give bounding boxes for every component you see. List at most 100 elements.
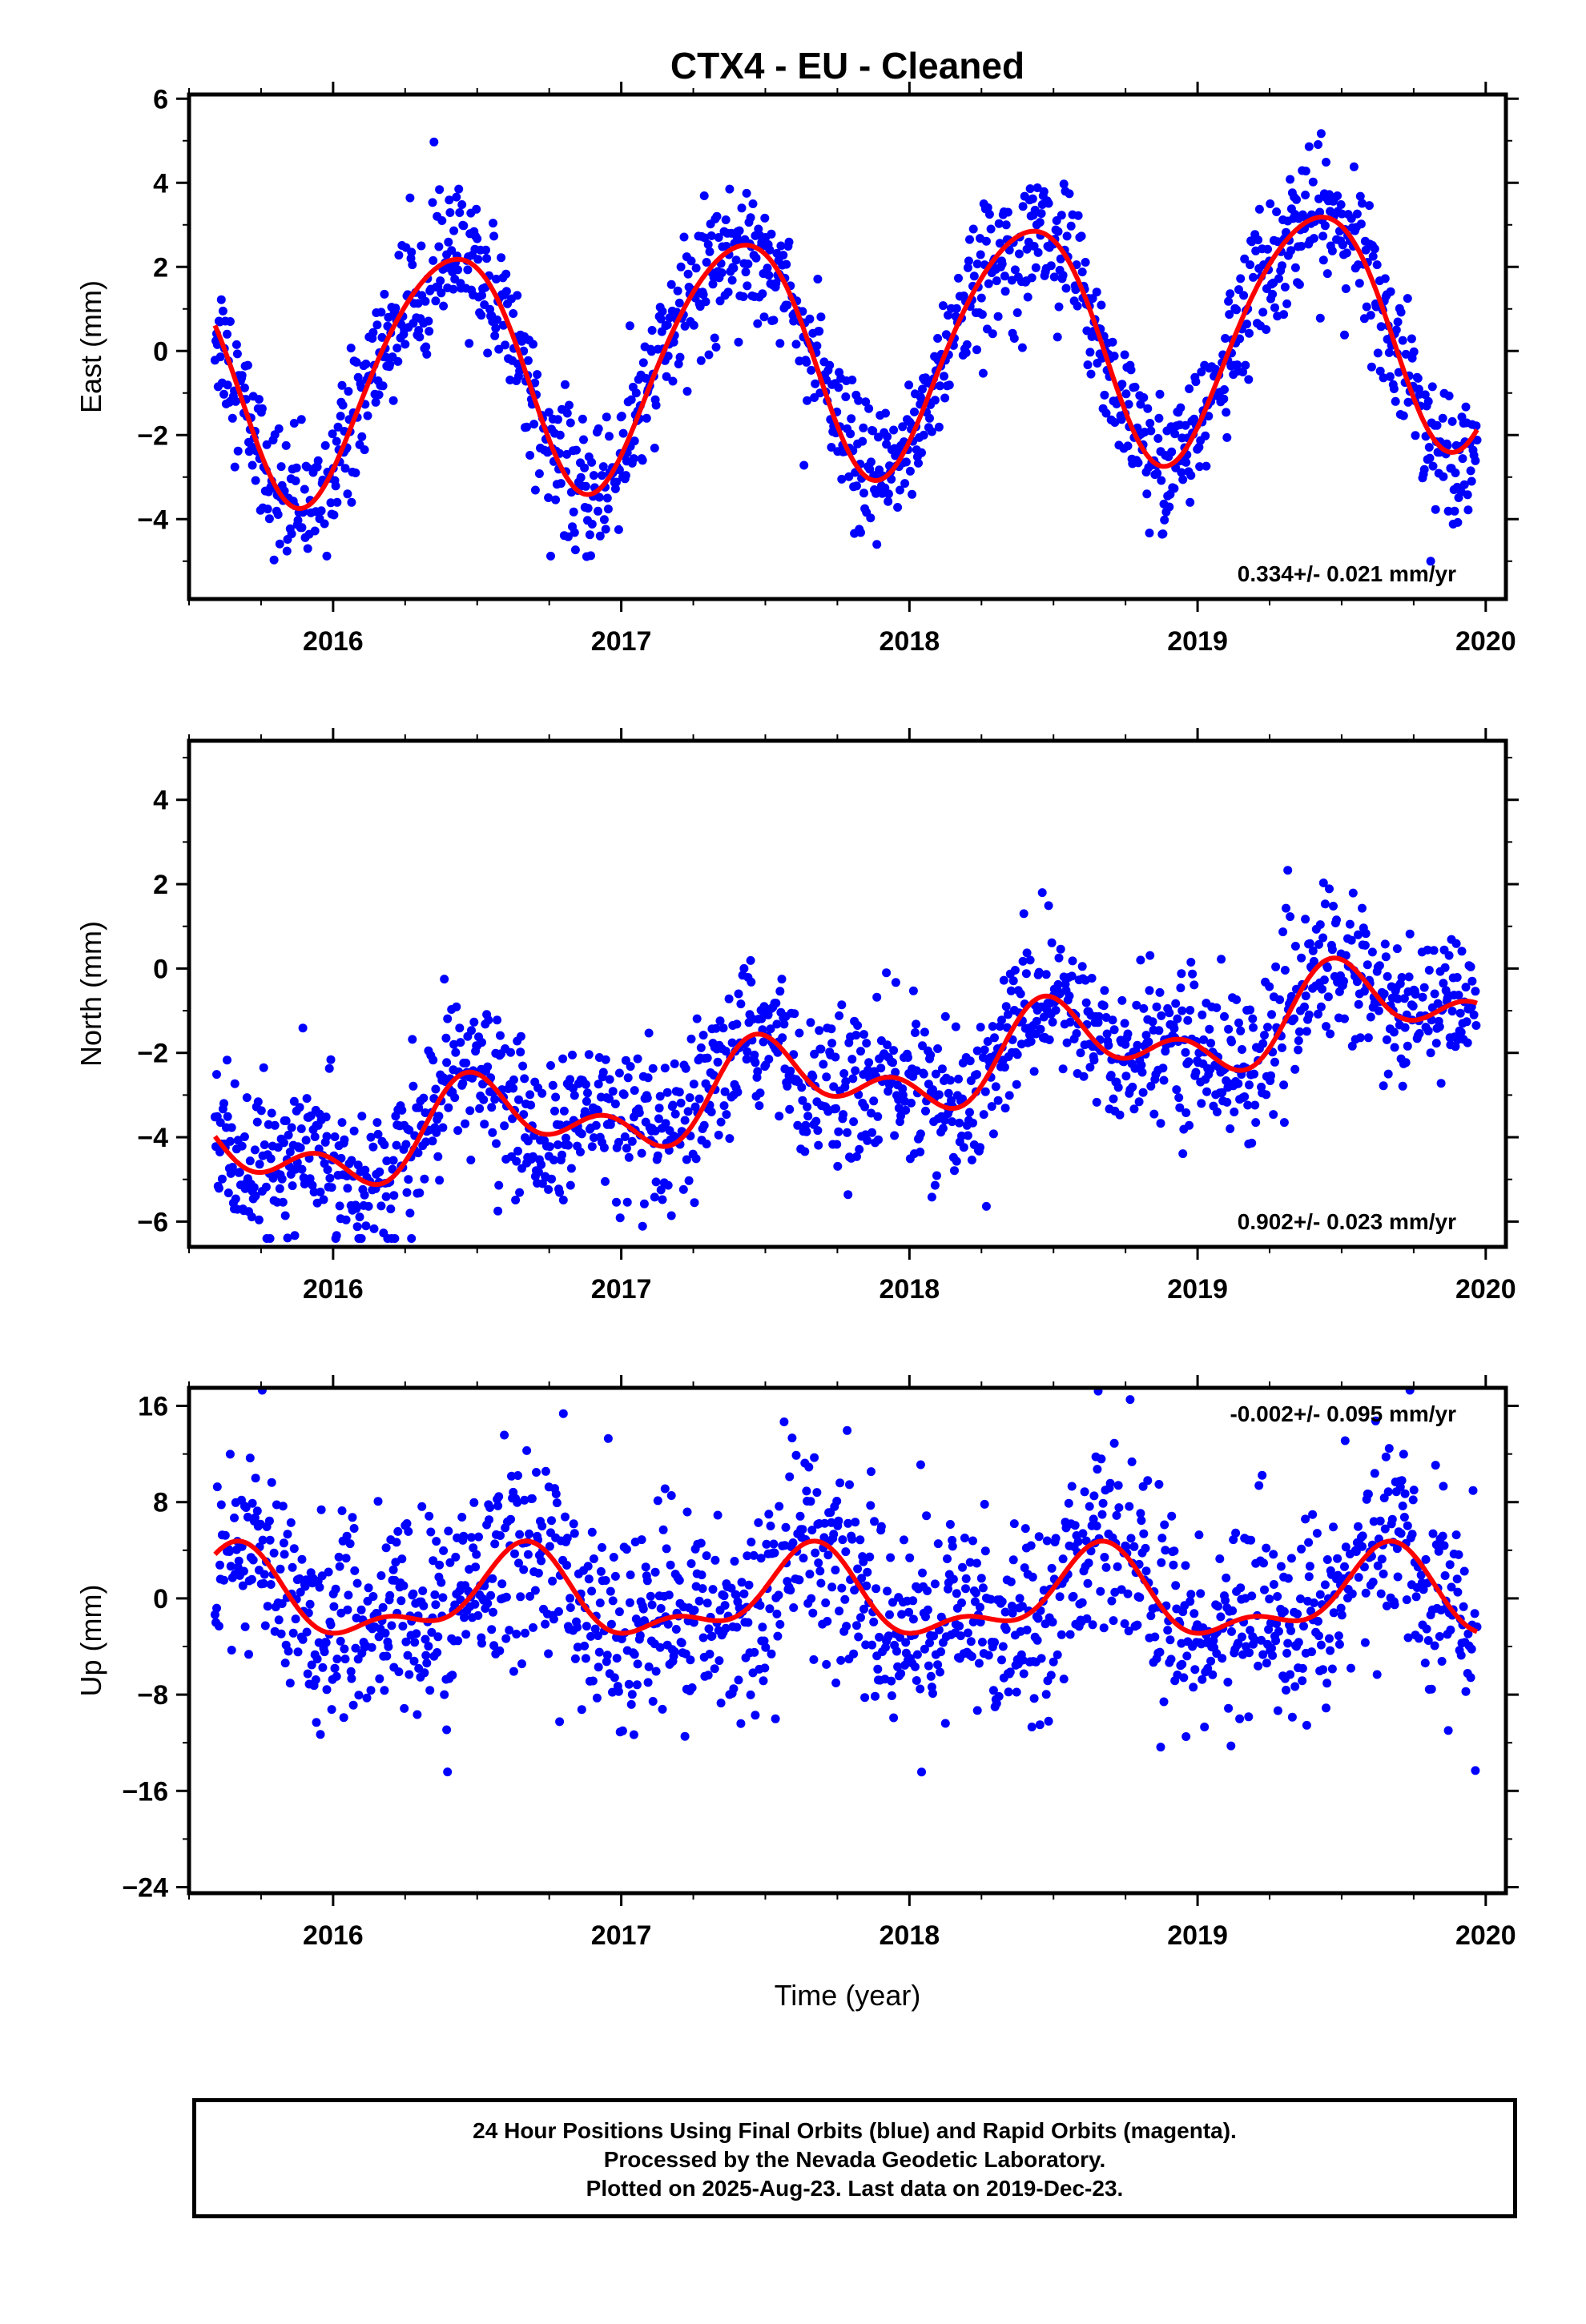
data-point — [336, 1636, 345, 1646]
data-point — [601, 525, 610, 534]
data-point — [762, 1539, 771, 1549]
data-point — [933, 334, 943, 343]
data-point — [1257, 1635, 1266, 1645]
data-point — [1186, 471, 1196, 480]
data-point — [514, 1558, 523, 1568]
data-point — [584, 1050, 594, 1059]
data-point — [1136, 400, 1145, 409]
data-point — [1315, 920, 1325, 930]
data-point — [410, 1638, 420, 1647]
data-point — [1397, 973, 1407, 982]
data-point — [1414, 1634, 1423, 1643]
data-point — [297, 1164, 307, 1174]
data-point — [1346, 935, 1356, 945]
data-point — [573, 1622, 582, 1632]
data-point — [698, 1633, 708, 1642]
data-point — [716, 1699, 726, 1708]
data-point — [1265, 1594, 1274, 1604]
data-point — [725, 184, 735, 194]
data-point — [1400, 1023, 1410, 1032]
data-point — [1012, 308, 1022, 317]
data-point — [1279, 1118, 1289, 1128]
data-point — [473, 1610, 483, 1620]
data-point — [1293, 1609, 1302, 1618]
data-point — [1145, 529, 1154, 538]
data-point — [650, 1192, 659, 1202]
data-point — [469, 1543, 478, 1553]
data-point — [618, 1726, 627, 1735]
data-point — [1356, 219, 1366, 229]
data-point — [648, 1063, 658, 1073]
data-point — [783, 300, 792, 310]
data-point — [440, 975, 449, 984]
data-point — [610, 484, 620, 493]
data-point — [686, 256, 696, 266]
data-point — [898, 422, 908, 432]
data-point — [1435, 1022, 1444, 1031]
data-point — [1204, 412, 1214, 421]
data-point — [1325, 1634, 1334, 1643]
data-point — [366, 1686, 376, 1695]
data-point — [433, 1648, 442, 1657]
data-point — [529, 340, 537, 349]
data-point — [938, 301, 948, 311]
data-point — [1326, 1646, 1335, 1655]
data-point — [307, 1660, 316, 1670]
data-point — [1278, 261, 1286, 271]
data-point — [847, 1534, 857, 1544]
data-point — [1157, 1534, 1167, 1543]
data-point — [629, 454, 638, 464]
data-point — [1126, 1534, 1136, 1543]
data-point — [1078, 1529, 1088, 1538]
data-point — [978, 368, 988, 378]
data-point — [887, 1691, 896, 1700]
data-point — [1283, 866, 1293, 875]
data-point — [1126, 365, 1136, 375]
data-point — [279, 1538, 288, 1548]
data-point — [897, 1610, 907, 1619]
data-point — [972, 1046, 982, 1055]
data-point — [976, 293, 986, 303]
data-point — [515, 1530, 525, 1539]
data-point — [916, 1684, 925, 1694]
data-point — [602, 493, 612, 503]
data-point — [661, 1119, 670, 1128]
data-point — [505, 376, 515, 384]
data-point — [742, 1055, 751, 1064]
data-point — [1287, 1712, 1297, 1722]
data-point — [682, 1507, 692, 1517]
data-point — [1017, 1602, 1027, 1611]
data-point — [674, 1575, 684, 1585]
data-point — [382, 1156, 392, 1166]
data-point — [472, 1550, 481, 1559]
data-point — [1181, 1047, 1190, 1057]
data-point — [1423, 1636, 1433, 1645]
data-point — [1413, 373, 1423, 383]
data-point — [1286, 1670, 1295, 1679]
data-point — [1348, 888, 1358, 898]
data-point — [1320, 221, 1330, 231]
data-point — [1022, 244, 1032, 254]
data-point — [1027, 1723, 1037, 1731]
data-point — [839, 1110, 848, 1120]
data-point — [981, 1201, 991, 1211]
data-point — [832, 1497, 842, 1506]
data-point — [1297, 242, 1306, 251]
data-point — [1375, 961, 1384, 971]
data-point — [1104, 1040, 1113, 1050]
data-point — [807, 365, 816, 375]
data-point — [976, 1143, 984, 1152]
data-point — [488, 1128, 497, 1137]
data-point — [544, 1184, 553, 1194]
data-point — [566, 418, 575, 428]
data-point — [662, 320, 672, 330]
data-point — [660, 1063, 670, 1073]
data-point — [581, 1080, 590, 1089]
data-point — [803, 396, 812, 405]
data-point — [734, 1675, 743, 1685]
data-point — [1381, 1452, 1391, 1462]
data-point — [1271, 962, 1281, 971]
data-point — [1268, 1651, 1278, 1660]
data-point — [1327, 1664, 1337, 1674]
